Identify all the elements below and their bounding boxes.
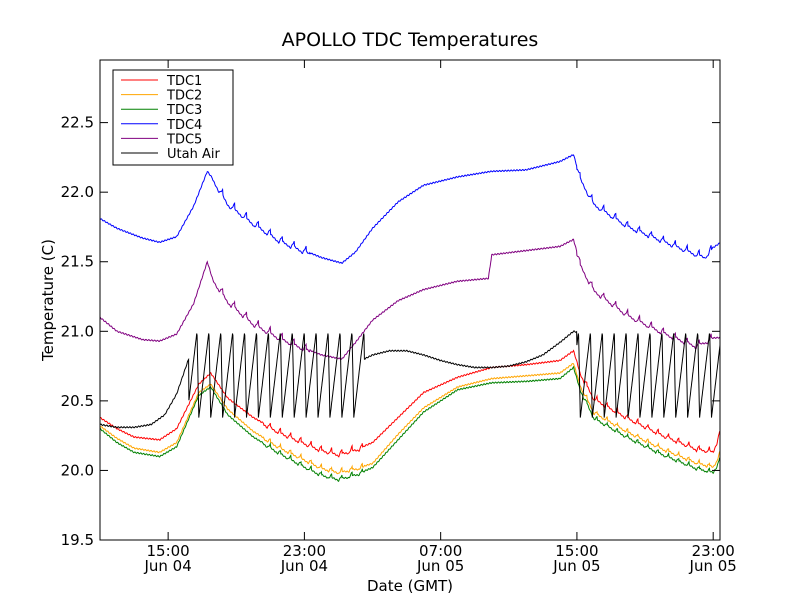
series-line-tdc3 (99, 365, 721, 482)
legend-label: Utah Air (167, 147, 220, 162)
x-axis-label: Date (GMT) (367, 577, 453, 595)
y-tick-label: 22.5 (61, 114, 94, 132)
y-tick-label: 19.5 (61, 531, 94, 549)
plot-area-frame (99, 59, 721, 541)
series-line-tdc2 (99, 363, 721, 475)
x-tick-label-time: 07:00 (419, 542, 462, 560)
legend-label: TDC4 (166, 118, 202, 133)
x-tick-label-date: Jun 04 (280, 557, 328, 575)
x-tick-label-date: Jun 05 (689, 557, 737, 575)
x-tick-label-time: 23:00 (283, 542, 326, 560)
x-tick-label-time: 23:00 (692, 542, 735, 560)
series-line-tdc5 (99, 238, 721, 361)
series-line-tdc4 (99, 154, 721, 264)
y-tick-label: 20.5 (61, 392, 94, 410)
chart-title: APOLLO TDC Temperatures (282, 29, 539, 51)
series-line-utah-air (99, 330, 721, 429)
legend-label: TDC3 (166, 103, 202, 118)
y-tick-label: 20.0 (61, 461, 94, 479)
series-lines (99, 154, 721, 482)
y-tick-label: 22.0 (61, 183, 94, 201)
legend-label: TDC1 (166, 74, 202, 89)
legend-frame (112, 69, 234, 166)
x-tick-label-time: 15:00 (555, 542, 598, 560)
y-tick-label: 21.0 (61, 322, 94, 340)
y-axis-label: Temperature (C) (39, 239, 57, 362)
x-tick-label-date: Jun 05 (552, 557, 600, 575)
legend-label: TDC2 (166, 89, 202, 104)
legend-label: TDC5 (166, 132, 202, 147)
x-tick-label-date: Jun 05 (416, 557, 464, 575)
x-tick-label-time: 15:00 (147, 542, 190, 560)
y-axis: 19.5 20.0 20.5 21.0 21.5 22.0 22.5 (61, 114, 720, 549)
x-tick-label-date: Jun 04 (143, 557, 191, 575)
y-tick-label: 21.5 (61, 253, 94, 271)
